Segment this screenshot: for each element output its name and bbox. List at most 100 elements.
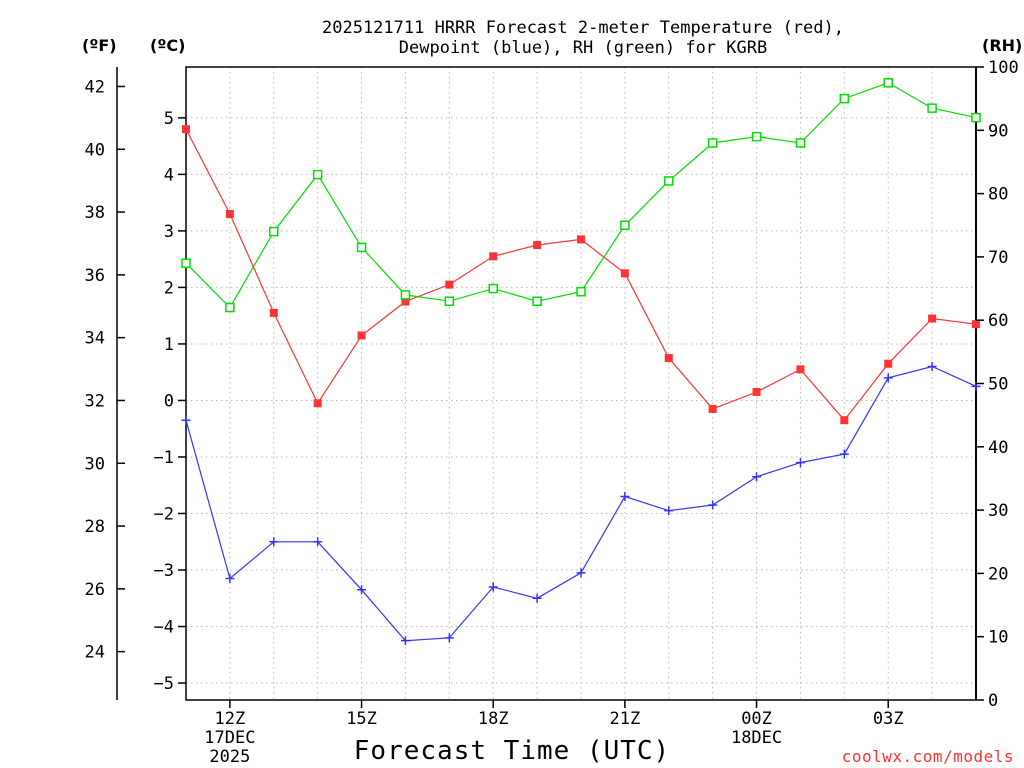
temperature-point <box>972 320 980 329</box>
x-tick-label: 00Z <box>741 709 772 729</box>
temperature-point <box>664 354 673 363</box>
rh-tick-label: 20 <box>988 564 1008 584</box>
rh-point <box>269 226 279 237</box>
rh-point <box>312 169 323 180</box>
temperature-series <box>182 125 980 425</box>
temperature-point <box>445 280 454 289</box>
x-tick-label: 18Z <box>478 709 509 729</box>
fahrenheit-tick-label: 42 <box>85 77 105 97</box>
rh-point <box>664 176 674 186</box>
rh-series <box>181 78 981 313</box>
credit-text: coolwx.com/models <box>842 747 1014 766</box>
celsius-tick-label: 1 <box>164 335 174 355</box>
rh-tick-label: 80 <box>988 185 1008 205</box>
rh-tick-label: 90 <box>988 121 1008 141</box>
data-series <box>181 78 981 646</box>
fahrenheit-tick-label: 36 <box>85 266 105 286</box>
temperature-point <box>620 269 629 278</box>
rh-point <box>707 138 718 148</box>
rh-point <box>444 296 455 306</box>
fahrenheit-tick-label: 24 <box>85 643 105 663</box>
rh-point <box>576 286 586 297</box>
fahrenheit-tick-label: 30 <box>85 454 105 474</box>
title-line-2: Dewpoint (blue), RH (green) for KGRB <box>399 38 767 58</box>
rh-tick-label: 100 <box>988 58 1019 78</box>
temperature-point <box>928 314 937 323</box>
dewpoint-point <box>839 449 849 459</box>
dewpoint-point <box>708 500 718 510</box>
dewpoint-point <box>269 537 279 547</box>
rh-point <box>839 93 850 104</box>
dewpoint-point <box>795 458 805 468</box>
rh-point <box>488 283 498 294</box>
dewpoint-point <box>357 585 367 595</box>
rh-tick-label: 40 <box>988 438 1008 458</box>
rh-tick-label: 30 <box>988 501 1008 521</box>
fahrenheit-unit-label: (ºF) <box>82 36 117 55</box>
celsius-tick-label: 4 <box>164 165 174 185</box>
fahrenheit-tick-label: 38 <box>85 203 105 223</box>
temperature-point <box>269 308 278 317</box>
dewpoint-point <box>620 492 630 502</box>
rh-point <box>751 131 762 142</box>
dewpoint-point <box>444 633 454 643</box>
rh-point <box>927 103 937 113</box>
x-tick-label: 03Z <box>873 709 904 729</box>
celsius-tick-label: −1 <box>154 448 174 468</box>
rh-point <box>225 302 235 313</box>
rh-point <box>795 138 806 148</box>
temperature-point <box>182 125 190 134</box>
temperature-point <box>577 235 585 244</box>
rh-tick-label: 60 <box>988 311 1008 331</box>
celsius-tick-label: −5 <box>154 674 174 694</box>
temperature-point <box>313 399 322 408</box>
fahrenheit-tick-label: 32 <box>85 391 105 411</box>
celsius-tick-label: 5 <box>164 109 174 129</box>
rh-tick-label: 10 <box>988 628 1008 648</box>
x-axis-title: Forecast Time (UTC) <box>354 736 670 766</box>
temperature-point <box>357 331 366 340</box>
dewpoint-point <box>576 568 586 578</box>
dewpoint-point <box>927 362 937 372</box>
rh-unit-label: (RH) <box>982 36 1022 55</box>
celsius-tick-label: 0 <box>164 391 174 411</box>
fahrenheit-tick-label: 40 <box>85 140 105 160</box>
temperature-point <box>796 365 805 374</box>
x-tick-label: 12Z <box>215 709 246 729</box>
temperature-point <box>401 297 410 306</box>
fahrenheit-tick-label: 28 <box>85 517 105 537</box>
rh-point <box>356 242 367 253</box>
x-tick-date-label: 18DEC <box>731 728 782 748</box>
rh-line <box>185 82 977 309</box>
rh-point <box>620 220 630 230</box>
rh-point <box>181 258 191 268</box>
dewpoint-point <box>532 593 542 603</box>
dewpoint-point <box>225 573 235 583</box>
rh-tick-label: 50 <box>988 375 1008 395</box>
dewpoint-point <box>181 415 191 425</box>
temperature-point <box>489 252 498 261</box>
x-tick-label: 21Z <box>610 709 641 729</box>
temperature-point <box>840 416 849 425</box>
rh-point <box>532 296 542 306</box>
title-line-1: 2025121711 HRRR Forecast 2-meter Tempera… <box>322 18 844 38</box>
axes <box>116 66 977 701</box>
temperature-point <box>533 241 542 250</box>
temperature-point <box>708 404 717 413</box>
chart-title: 2025121711 HRRR Forecast 2-meter Tempera… <box>322 18 844 58</box>
celsius-tick-label: −4 <box>154 618 174 638</box>
x-tick-year-label: 2025 <box>209 747 250 767</box>
celsius-tick-label: 3 <box>164 222 174 242</box>
dewpoint-point <box>488 582 498 592</box>
celsius-tick-label: 2 <box>164 278 174 298</box>
fahrenheit-tick-label: 26 <box>85 580 105 600</box>
rh-point <box>883 78 893 88</box>
rh-point <box>971 112 981 123</box>
temperature-point <box>884 359 893 368</box>
dewpoint-point <box>883 373 893 383</box>
temperature-point <box>225 209 234 218</box>
dewpoint-point <box>400 636 410 646</box>
celsius-unit-label: (ºC) <box>150 36 185 55</box>
rh-point <box>400 290 411 300</box>
